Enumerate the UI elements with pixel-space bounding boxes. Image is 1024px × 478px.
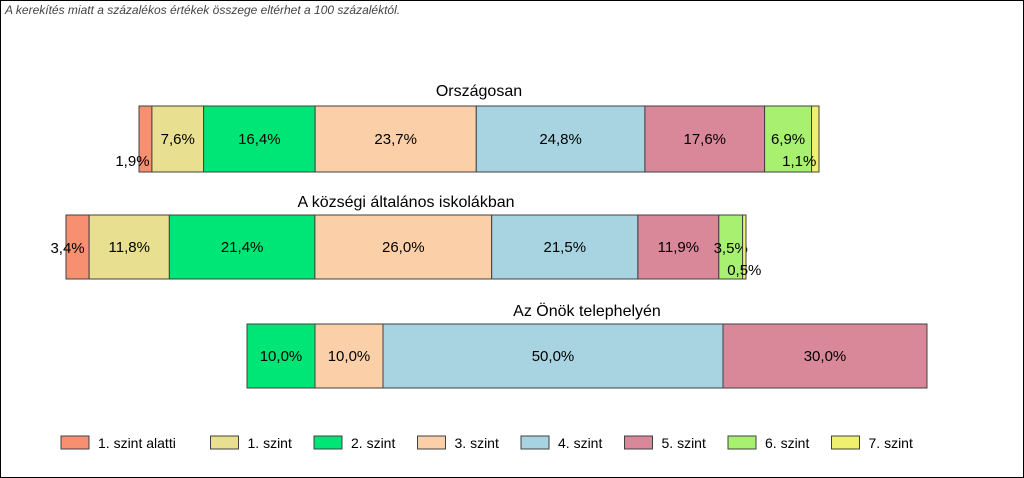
bar-segment bbox=[168, 214, 316, 280]
bar-segment bbox=[764, 105, 813, 173]
legend-swatch bbox=[210, 435, 239, 450]
legend-label: 7. szint bbox=[869, 435, 913, 451]
bar-segment bbox=[811, 105, 820, 173]
legend-label: 4. szint bbox=[558, 435, 602, 451]
rounding-note: A kerekítés miatt a százalékos értékek ö… bbox=[5, 3, 401, 17]
data-label: 11,9% bbox=[658, 239, 699, 256]
bar-segment bbox=[491, 214, 639, 280]
bar-segment bbox=[314, 214, 493, 280]
legend-label: 5. szint bbox=[662, 435, 706, 451]
bar-segment bbox=[314, 105, 477, 173]
data-label: 24,8% bbox=[539, 131, 582, 148]
bar-segment bbox=[722, 323, 928, 389]
bar-segment bbox=[151, 105, 205, 173]
legend-swatch bbox=[520, 435, 550, 450]
data-label: 11,8% bbox=[109, 239, 150, 256]
bar-title: Az Önök telephelyén bbox=[513, 302, 661, 320]
data-label: 3,5% bbox=[714, 240, 748, 257]
legend-swatch bbox=[831, 435, 860, 450]
data-label: 21,5% bbox=[544, 239, 587, 256]
legend-label: 1. szint bbox=[248, 435, 292, 451]
legend-label: 6. szint bbox=[765, 435, 809, 451]
legend-swatch bbox=[313, 435, 343, 450]
data-label: 50,0% bbox=[532, 348, 575, 365]
data-label: 7,6% bbox=[161, 131, 195, 148]
data-label: 16,4% bbox=[238, 131, 281, 148]
data-label: 26,0% bbox=[382, 239, 425, 256]
data-label: 21,4% bbox=[221, 239, 264, 256]
data-label: 3,4% bbox=[50, 240, 84, 257]
bar-segment bbox=[475, 105, 646, 173]
data-label: 1,1% bbox=[782, 153, 816, 170]
bar-title: Országosan bbox=[436, 83, 522, 100]
data-label: 10,0% bbox=[328, 348, 371, 365]
bar-segment bbox=[644, 105, 766, 173]
data-label: 10,0% bbox=[260, 348, 303, 365]
bar-segment bbox=[314, 323, 384, 389]
legend-label: 3. szint bbox=[455, 435, 499, 451]
legend-swatch bbox=[417, 435, 446, 450]
bar-segment bbox=[382, 323, 724, 389]
data-label: 17,6% bbox=[683, 131, 726, 148]
data-label: 23,7% bbox=[374, 131, 417, 148]
legend-label: 2. szint bbox=[351, 435, 395, 451]
legend-swatch bbox=[60, 435, 90, 450]
legend-label: 1. szint alatti bbox=[98, 435, 176, 451]
bar-segment bbox=[742, 214, 747, 280]
bar-segment bbox=[246, 323, 316, 389]
data-label: 30,0% bbox=[804, 348, 847, 365]
legend-swatch bbox=[624, 435, 653, 450]
data-label: 1,9% bbox=[115, 153, 149, 170]
data-label: 0,5% bbox=[727, 262, 761, 279]
legend-swatch bbox=[727, 435, 757, 450]
bar-title: A községi általános iskolákban bbox=[297, 194, 514, 211]
data-label: 6,9% bbox=[771, 131, 805, 148]
